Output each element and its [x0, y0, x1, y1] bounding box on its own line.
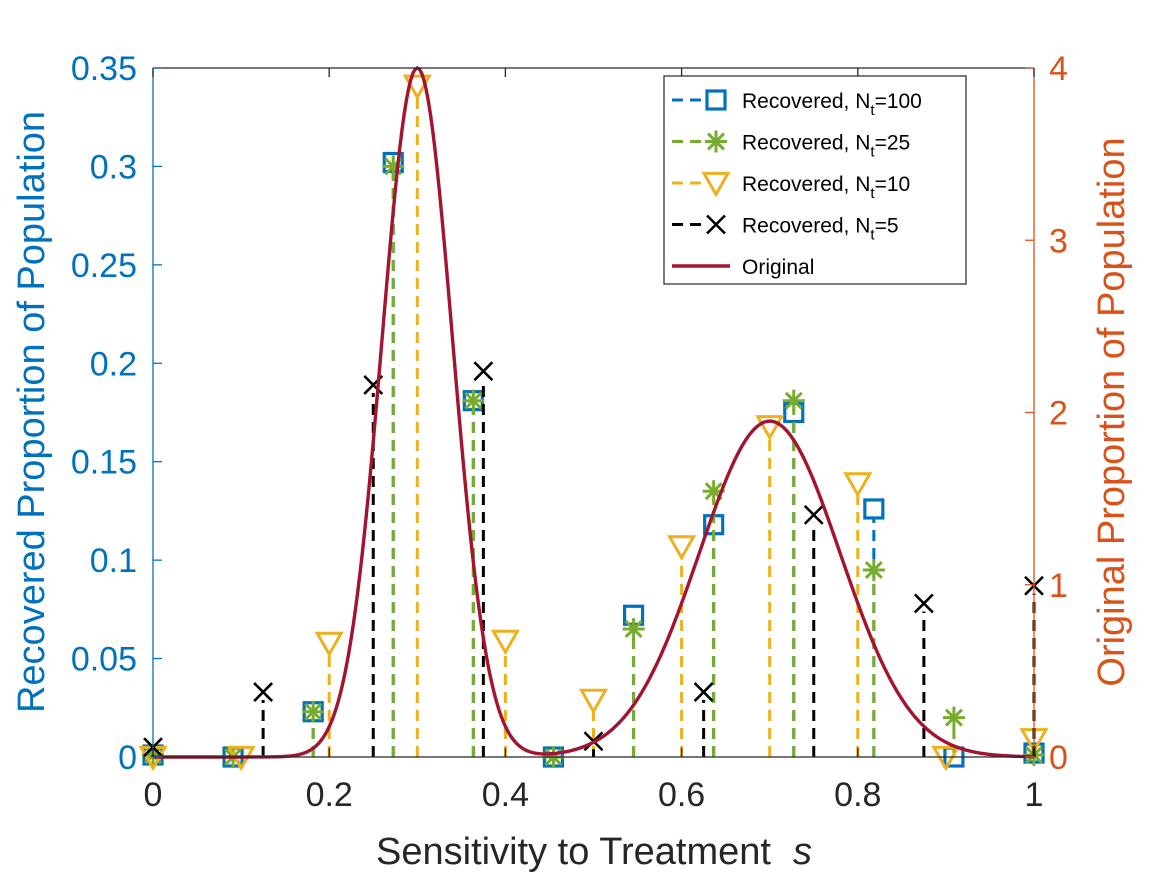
point-n25-8-stroke-3 [784, 391, 803, 410]
legend-label-sub-n100: t [870, 102, 875, 119]
legend-entry-original: Original [672, 256, 814, 279]
legend-label-n10: Recovered, Nt=10 [742, 173, 910, 202]
series-n10 [138, 74, 1049, 772]
legend-marker-n25-stroke-3 [707, 132, 725, 151]
original-curve [153, 66, 1035, 759]
y-left-tick-label-1: 0.05 [71, 641, 137, 679]
y-left-tick-label-7: 0.35 [71, 50, 137, 88]
legend-label-name-n10: Recovered, N [742, 173, 870, 196]
legend-label-n100: Recovered, Nt=100 [742, 90, 922, 119]
point-n25-8 [782, 389, 805, 412]
point-n5-6 [803, 504, 824, 525]
legend-label-sub-n5: t [870, 227, 875, 244]
y-right-tick-label-2: 2 [1049, 395, 1068, 433]
x-axis-label-variable: s [793, 831, 812, 873]
y-axis-label-left: Recovered Proportion of Population [11, 111, 53, 713]
point-n25-9-stroke-3 [864, 561, 883, 579]
point-n25-2 [302, 700, 325, 723]
legend-label-name-n25: Recovered, N [742, 132, 870, 155]
y-axis-label-right: Original Proportion of Population [1091, 137, 1133, 686]
legend-label-sub-n10: t [870, 185, 875, 202]
legend-label-n5: Recovered, Nt=5 [742, 215, 899, 244]
legend-label-suffix-n10: =10 [875, 173, 911, 196]
legend-entry-n10: Recovered, Nt=10 [672, 171, 910, 202]
x-tick-label-2: 0.4 [482, 776, 529, 814]
y-right-tick-label-1: 1 [1049, 567, 1068, 605]
point-n5-7-stroke-b [913, 593, 934, 614]
point-n10-3 [402, 74, 432, 101]
point-n5-3-stroke-b [473, 361, 494, 382]
point-n5-7 [913, 593, 934, 614]
legend-marker-n100 [705, 89, 727, 111]
y-left-tick-label-2: 0.1 [90, 542, 137, 580]
legend-box [663, 75, 967, 285]
point-n5-3 [473, 361, 494, 382]
point-n25-6 [622, 618, 645, 641]
x-axis-label-text: Sensitivity to Treatment [376, 831, 771, 873]
x-tick-label-1: 0.2 [306, 776, 353, 814]
y-left-tick-label-3: 0.15 [71, 444, 137, 482]
legend-label-sub-n25: t [870, 144, 875, 161]
legend-marker-n5-stroke-b [706, 214, 726, 235]
point-n5-6-stroke-b [803, 504, 824, 525]
point-n5-1 [253, 682, 274, 702]
legend-label-n25: Recovered, Nt=25 [742, 132, 910, 161]
point-n5-5-stroke-b [693, 682, 714, 702]
legend-entry-n100: Recovered, Nt=100 [672, 89, 922, 119]
point-n25-9 [862, 558, 885, 581]
x-axis-label: Sensitivity to Treatment s [376, 831, 812, 873]
legend-entry-n25: Recovered, Nt=25 [672, 130, 910, 161]
point-n10-8 [843, 472, 873, 498]
point-n25-4-stroke-3 [464, 391, 483, 410]
point-n5-1-stroke-b [253, 682, 274, 702]
point-n25-6-stroke-3 [624, 620, 643, 639]
legend-entry-n5: Recovered, Nt=5 [672, 215, 899, 244]
legend-marker-n10 [701, 171, 731, 198]
point-n100-9 [863, 498, 885, 520]
y-left-tick-label-0: 0 [118, 739, 137, 777]
point-n10-2 [314, 631, 344, 658]
legend-label-name-n100: Recovered, N [742, 90, 870, 113]
legend-label-suffix-n100: =100 [875, 90, 922, 113]
point-n25-3 [382, 155, 405, 178]
legend-label-suffix-n25: =25 [875, 132, 911, 155]
point-n25-10 [942, 706, 965, 729]
legend-marker-n25 [705, 130, 727, 153]
point-n10-4 [490, 629, 520, 656]
point-n10-6 [667, 535, 697, 561]
legend-label-name-n5: Recovered, N [742, 215, 870, 238]
point-n25-2-stroke-3 [304, 702, 323, 721]
y-left-tick-label-5: 0.25 [71, 247, 137, 285]
y-left-tick-label-6: 0.3 [90, 148, 137, 186]
point-n5-5 [693, 682, 714, 702]
x-tick-label-5: 1 [1025, 776, 1044, 814]
point-n10-9 [931, 745, 961, 772]
legend-marker-n5 [706, 214, 726, 235]
y-left-tick-label-4: 0.2 [90, 345, 137, 383]
x-tick-label-4: 0.8 [834, 776, 881, 814]
point-n10-7 [755, 415, 785, 441]
legend-label-suffix-n5: =5 [875, 215, 899, 238]
point-n25-7-stroke-3 [704, 482, 723, 501]
legend-label-original: Original [742, 256, 814, 279]
point-n10-5 [578, 688, 609, 715]
x-tick-label-3: 0.6 [658, 776, 705, 814]
y-right-tick-label-3: 3 [1049, 222, 1068, 260]
y-right-tick-label-0: 0 [1049, 739, 1068, 777]
y-right-tick-label-4: 4 [1049, 50, 1068, 88]
point-n25-4 [462, 389, 485, 412]
x-tick-label-0: 0 [144, 776, 163, 814]
point-n25-10-stroke-3 [944, 708, 963, 727]
